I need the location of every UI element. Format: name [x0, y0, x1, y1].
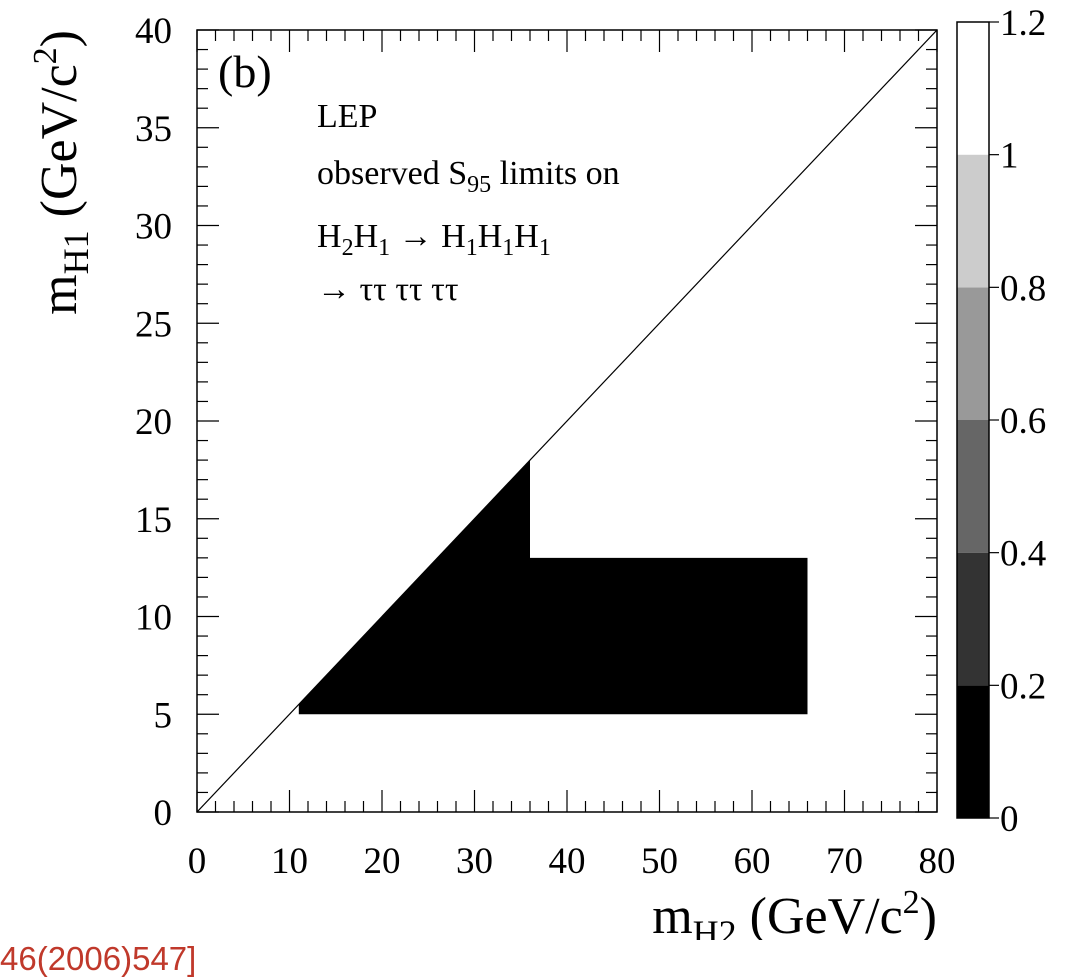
annotation-line-1: LEP [317, 98, 377, 135]
source-text: 46(2006)547] [0, 940, 197, 977]
colorbar-band [957, 154, 989, 288]
plot-area [196, 29, 938, 813]
x-tick-label: 20 [364, 841, 401, 882]
annotation-line-2: observed S95 limits on [317, 155, 620, 198]
x-axis-label: mH2 (GeV/c2) [652, 884, 937, 940]
x-tick-label: 10 [271, 841, 308, 882]
colorbar-tick-label: 0 [1000, 799, 1019, 840]
excluded-region [298, 460, 808, 715]
x-tick-label: 50 [641, 841, 678, 882]
y-tick-label: 35 [135, 109, 172, 150]
x-tick-label: 40 [549, 841, 586, 882]
kinematic-limit-line [197, 30, 937, 812]
y-tick-label: 25 [135, 304, 172, 345]
annotation-line-3: H2H1 → H1H1H1 [317, 218, 551, 261]
colorbar-tick-label: 0.2 [1000, 666, 1046, 707]
x-tick-label: 0 [188, 841, 207, 882]
y-tick-label: 5 [154, 695, 173, 736]
colorbar-tick-label: 0.4 [1000, 534, 1046, 575]
colorbar-tick-label: 0.8 [1000, 268, 1046, 309]
y-tick-label: 15 [135, 500, 172, 541]
y-tick-label: 0 [154, 793, 173, 834]
colorbar-band [957, 685, 989, 818]
colorbar-tick-labels: 0 0.2 0.4 0.6 0.8 1 1.2 [1000, 3, 1046, 840]
y-axis-ticks [197, 29, 937, 813]
x-axis-ticks [196, 30, 938, 812]
colorbar [956, 21, 999, 819]
y-tick-label: 40 [135, 11, 172, 52]
colorbar-tick-label: 0.6 [1000, 401, 1046, 442]
colorbar-tick-label: 1 [1000, 136, 1019, 177]
colorbar-band [957, 287, 989, 420]
y-tick-label: 30 [135, 207, 172, 248]
annotation: LEP observed S95 limits on H2H1 → H1H1H1… [317, 98, 620, 308]
panel-label: (b) [218, 46, 272, 97]
colorbar-tick-label: 1.2 [1000, 3, 1046, 44]
y-tick-label: 20 [135, 402, 172, 443]
colorbar-band [957, 552, 989, 686]
x-tick-label: 70 [826, 841, 863, 882]
x-tick-label: 60 [734, 841, 771, 882]
x-tick-label: 30 [456, 841, 493, 882]
colorbar-band [957, 420, 989, 553]
annotation-line-4: → ττ ττ ττ [317, 271, 458, 308]
y-axis-label: mH1 (GeV/c2) [27, 30, 96, 315]
y-tick-label: 10 [135, 598, 172, 639]
x-tick-label: 80 [919, 841, 956, 882]
y-axis-tick-labels: 0 5 10 15 20 25 30 35 40 [135, 11, 172, 834]
x-axis-tick-labels: 0 10 20 30 40 50 60 70 80 [188, 841, 956, 882]
colorbar-band [957, 22, 989, 155]
